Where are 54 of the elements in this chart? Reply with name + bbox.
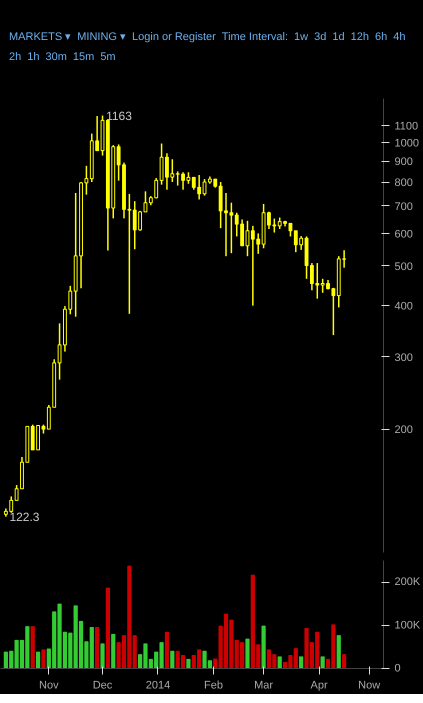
text: 15m [72, 50, 94, 65]
y-tick-label: 200K [394, 576, 421, 588]
bar [336, 635, 341, 668]
annotation: 122.3 [9, 510, 40, 524]
text: 1w [294, 30, 308, 45]
x-tick-label: Dec [92, 680, 113, 692]
y-tick-label: 1000 [394, 137, 419, 150]
bar [245, 638, 250, 668]
text: 2h [9, 50, 22, 65]
y-tick-label: 400 [394, 300, 413, 313]
text: 30m [46, 50, 67, 65]
bar [30, 626, 35, 668]
x-tick-label: Apr [310, 680, 328, 692]
text: 12h [350, 30, 369, 45]
bar [170, 650, 174, 668]
y-tick-label: 300 [394, 352, 413, 364]
x-tick-label: Nov [39, 680, 60, 692]
y-tick-label: 500 [394, 260, 413, 273]
x-tick-label: Now [358, 680, 380, 692]
y-tick-label: 900 [394, 156, 413, 168]
bar [111, 634, 116, 668]
bar [41, 649, 46, 668]
x-tick-label: Mar [254, 680, 274, 692]
y-tick-label: 600 [394, 228, 413, 240]
y-tick-label: 800 [394, 177, 413, 190]
text: Time Interval: [222, 30, 288, 45]
bar [261, 626, 266, 668]
bar [342, 654, 346, 668]
bar [106, 588, 110, 668]
bar [100, 643, 105, 668]
x-tick-label: Feb [204, 680, 223, 692]
y-tick-label: 200 [394, 424, 413, 436]
text: 3d [314, 30, 326, 45]
y-tick-label: 700 [394, 200, 413, 213]
bar [36, 652, 40, 668]
bar [278, 656, 282, 668]
bar [320, 656, 325, 668]
x-tick-label: 2014 [146, 680, 170, 692]
y-tick-label: 1100 [394, 120, 418, 132]
bar [299, 656, 304, 668]
text: 4h [393, 30, 406, 45]
text: 1d [332, 30, 345, 45]
text: Login or Register [132, 30, 216, 45]
annotation: 1163 [106, 109, 132, 124]
bar [95, 626, 100, 668]
bar [164, 632, 170, 668]
text: MINING ▾ [77, 30, 126, 45]
y-tick-label: 0 [394, 662, 401, 674]
text: 1h [27, 50, 40, 65]
text: MARKETS ▾ [9, 30, 72, 45]
text: 5m [100, 50, 116, 65]
text: 6h [374, 30, 388, 45]
y-tick-label: 100K [394, 619, 421, 632]
bar [186, 658, 191, 668]
